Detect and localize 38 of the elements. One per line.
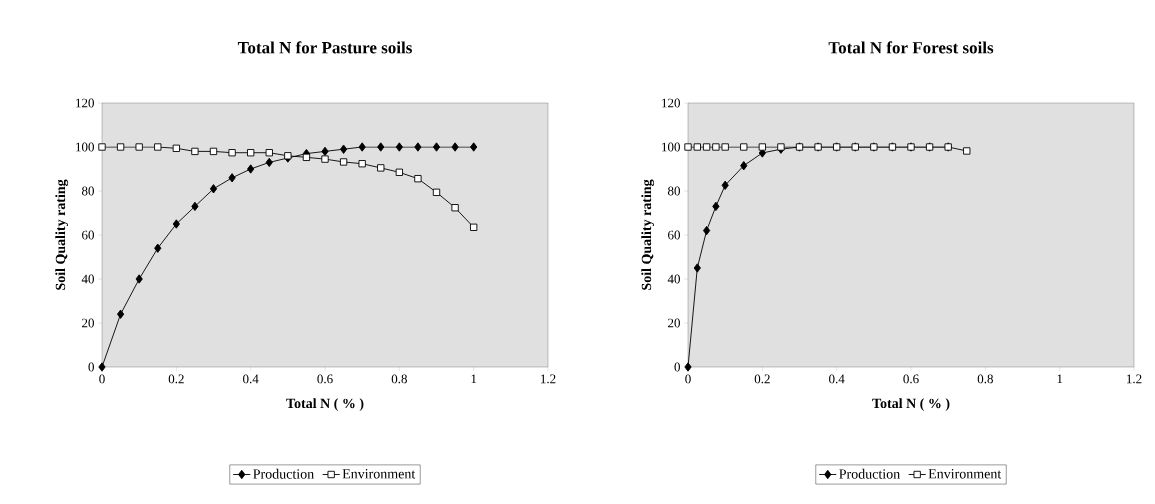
x-axis-title: Total N ( % ) (872, 398, 950, 411)
x-tick-label: 1 (471, 374, 477, 384)
x-tick-label: 0.6 (903, 374, 919, 384)
y-tick-label: 20 (668, 318, 680, 328)
y-tick-label: 80 (667, 186, 680, 196)
x-tick-label: 1.2 (541, 374, 556, 384)
y-axis-title: Soil Quality rating (55, 179, 69, 290)
x-tick-label: 0.6 (317, 374, 333, 384)
x-tick-label: 0.8 (391, 374, 407, 384)
y-tick-label: 120 (76, 98, 94, 108)
x-tick-label: 0.8 (977, 374, 993, 384)
x-axis-title: Total N ( % ) (286, 398, 364, 411)
x-tick-label: 0.4 (829, 374, 845, 384)
y-tick-label: 0 (88, 362, 94, 372)
y-axis-title: Soil Quality rating (641, 179, 655, 290)
y-tick-label: 20 (82, 318, 94, 328)
x-tick-label: 0 (99, 374, 105, 384)
legend-label: Environment (342, 469, 416, 479)
chart-title: Total N for Pasture soils (237, 41, 412, 54)
x-tick-label: 0 (685, 374, 691, 384)
x-tick-label: 1.2 (1127, 374, 1142, 384)
legend-label: Production (253, 468, 314, 479)
x-tick-label: 0.4 (243, 374, 259, 384)
legend-label: Environment (928, 469, 1002, 479)
y-tick-label: 60 (82, 230, 94, 240)
y-tick-label: 0 (674, 362, 680, 372)
chart-title: Total N for Forest soils (828, 41, 994, 54)
y-tick-label: 40 (81, 274, 94, 284)
y-tick-label: 60 (668, 230, 680, 240)
y-tick-label: 40 (667, 274, 680, 284)
y-tick-label: 80 (81, 186, 94, 196)
legend-label: Production (839, 468, 900, 479)
y-tick-label: 100 (662, 142, 680, 152)
x-tick-label: 1 (1057, 374, 1063, 384)
x-tick-label: 0.2 (754, 374, 770, 384)
y-tick-label: 120 (662, 98, 680, 108)
y-tick-label: 100 (76, 142, 94, 152)
x-tick-label: 0.2 (168, 374, 184, 384)
